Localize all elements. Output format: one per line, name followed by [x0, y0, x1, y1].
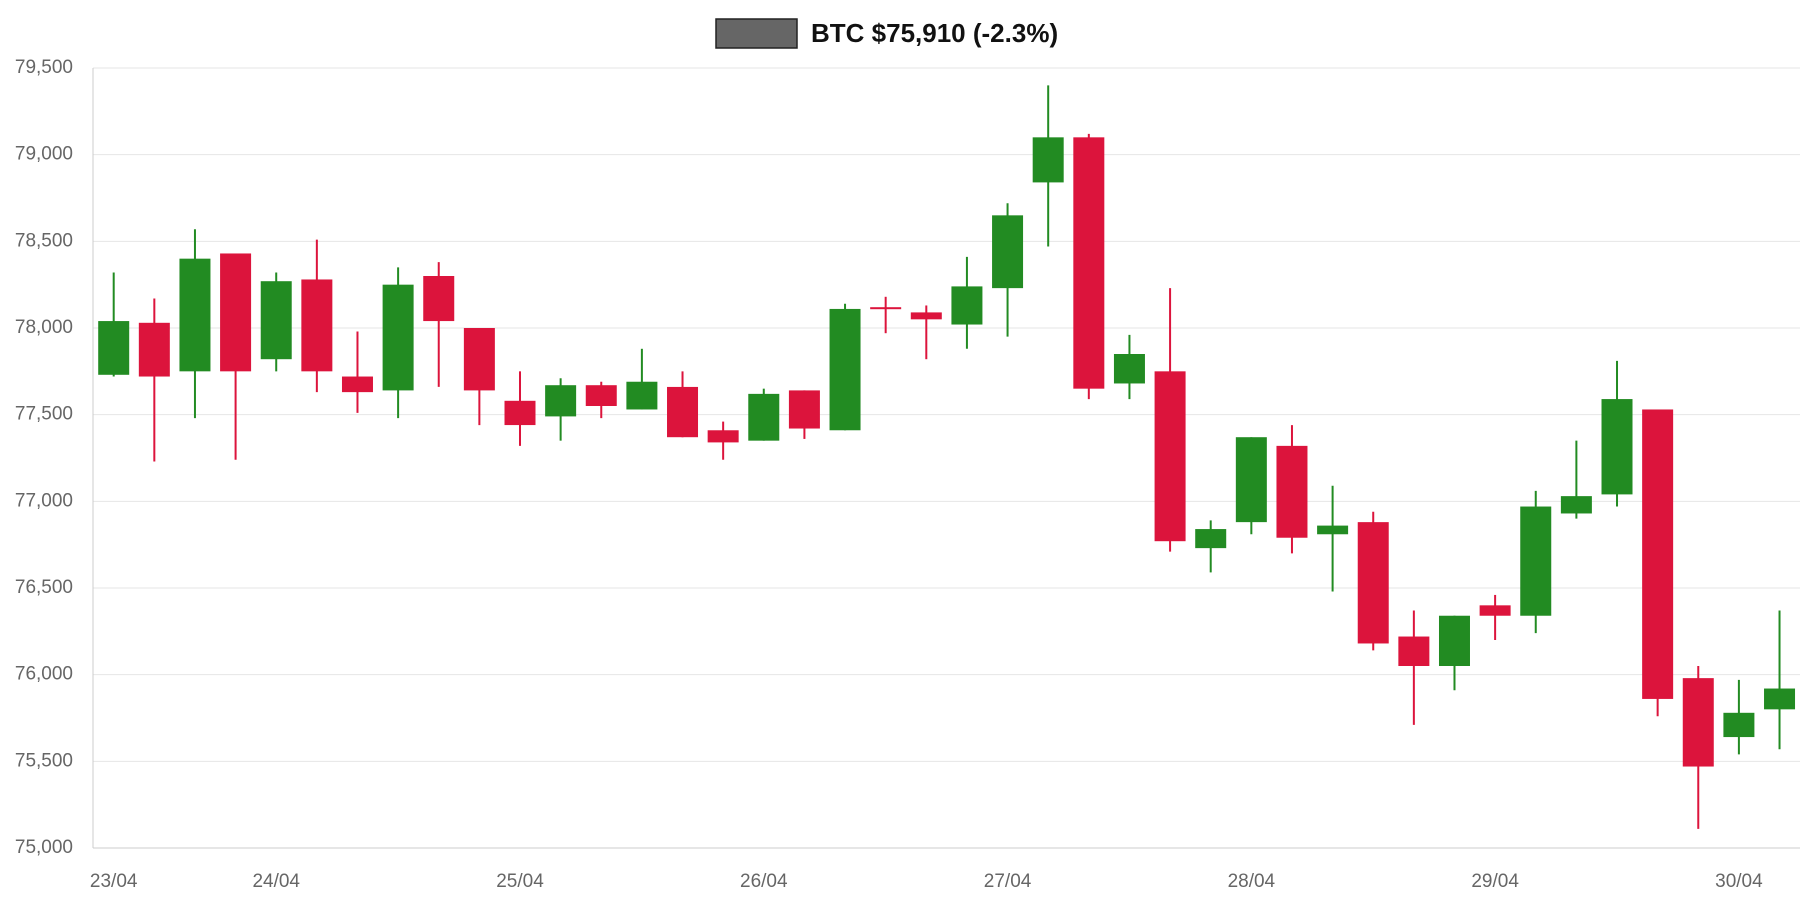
y-tick-label: 79,000	[15, 144, 73, 165]
candle-body	[463, 328, 495, 391]
candle-body	[423, 276, 455, 322]
candle-body	[667, 386, 699, 438]
x-tick-label: 24/04	[252, 871, 300, 892]
candle-body	[910, 312, 942, 320]
y-tick-label: 78,500	[15, 230, 73, 251]
candle-body	[1601, 399, 1633, 495]
candle-body	[992, 215, 1024, 289]
y-tick-label: 77,500	[15, 404, 73, 425]
x-tick-label: 28/04	[1228, 871, 1276, 892]
candle-body	[1723, 712, 1755, 738]
candle-body	[626, 381, 658, 410]
legend-label: BTC $75,910 (-2.3%)	[811, 18, 1058, 48]
y-tick-label: 79,500	[15, 57, 73, 78]
candle-body	[260, 281, 292, 360]
candle-body	[1438, 615, 1470, 666]
candle-body	[1560, 496, 1592, 514]
candle-body	[1682, 678, 1714, 767]
candle-body	[545, 385, 577, 417]
candle-body	[748, 393, 780, 441]
candle-body	[788, 390, 820, 429]
candle-body	[1398, 636, 1430, 666]
candle-body	[870, 307, 902, 310]
candle-body	[1642, 409, 1674, 699]
legend-swatch	[715, 18, 798, 49]
y-tick-label: 76,500	[15, 577, 73, 598]
candle-body	[1276, 445, 1308, 538]
candle-body	[951, 286, 983, 325]
y-tick-label: 78,000	[15, 317, 73, 338]
candle-body	[707, 430, 739, 443]
candle-body	[1073, 137, 1105, 389]
candle-body	[220, 253, 252, 372]
x-tick-label: 27/04	[984, 871, 1032, 892]
candle-body	[1195, 529, 1227, 549]
candle-body	[1479, 605, 1511, 616]
candle-body	[504, 400, 536, 426]
candle-body	[829, 308, 861, 431]
y-tick-label: 76,000	[15, 664, 73, 685]
y-tick-label: 75,000	[15, 837, 73, 858]
candle-body	[98, 321, 130, 375]
x-tick-label: 23/04	[90, 871, 138, 892]
candle-body	[1113, 354, 1145, 384]
x-tick-label: 30/04	[1715, 871, 1763, 892]
candle-body	[1235, 437, 1267, 523]
candle-body	[1032, 137, 1064, 183]
x-tick-label: 29/04	[1471, 871, 1519, 892]
candle-body	[1764, 688, 1796, 710]
candle-body	[1357, 522, 1389, 644]
y-tick-label: 75,500	[15, 750, 73, 771]
candle-body	[1520, 506, 1552, 616]
candle-body	[382, 284, 414, 391]
candle-body	[341, 376, 373, 393]
candle-body	[138, 322, 170, 377]
x-tick-label: 25/04	[496, 871, 544, 892]
candle-body	[1317, 525, 1349, 535]
candle-body	[179, 258, 211, 372]
candle-body	[1154, 371, 1186, 542]
y-tick-label: 77,000	[15, 490, 73, 511]
x-tick-label: 26/04	[740, 871, 788, 892]
candle-body	[585, 385, 617, 406]
candle-body	[301, 279, 333, 372]
